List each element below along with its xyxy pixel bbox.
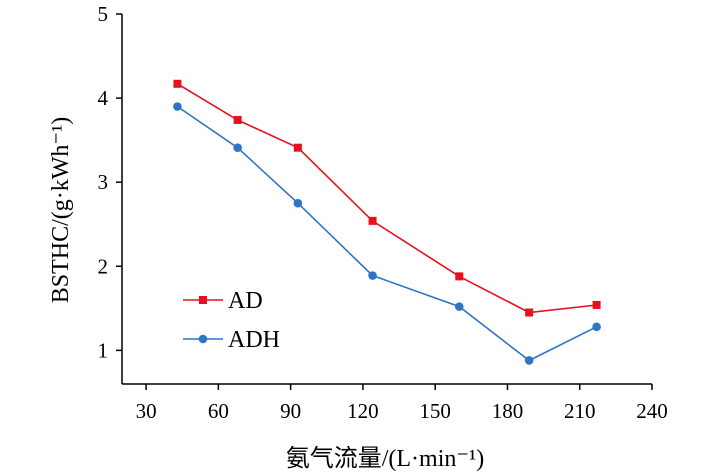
series-ad [173,79,601,317]
series-adh [173,102,601,365]
x-axis-title: 氨气流量/(L·min⁻¹) [286,445,485,472]
legend-swatch-marker [199,296,207,304]
y-tick-label: 2 [98,254,109,278]
data-point [293,143,302,152]
data-point [233,115,242,124]
x-tick-label: 180 [492,399,524,423]
series-layer [173,79,601,365]
legend-item-adh: ADH [183,327,280,353]
legend: AD ADH [183,288,280,353]
data-point [368,271,377,280]
legend-label: ADH [228,327,280,353]
legend-item-ad: AD [183,288,263,314]
data-point [454,302,464,311]
data-point [233,143,242,153]
x-tick-label: 30 [136,399,157,423]
y-tick-label: 5 [98,2,109,26]
data-point [592,300,601,309]
data-point [293,198,303,208]
y-axis-title: BSTHC/(g·kWh⁻¹) [48,117,74,304]
legend-swatch-marker [198,334,208,344]
x-axis-ticks: 30 60 90 120 150 180 210 240 [136,384,668,423]
y-tick-label: 4 [98,86,109,110]
data-point [455,272,464,281]
x-tick-label: 240 [636,399,668,423]
data-point [173,102,182,111]
x-tick-label: 210 [564,399,596,423]
y-tick-label: 1 [98,338,109,362]
x-tick-label: 120 [347,399,379,423]
data-point [592,322,601,332]
x-tick-label: 150 [419,399,451,423]
data-point [368,216,377,225]
x-tick-label: 90 [280,399,301,423]
x-tick-label: 60 [208,399,229,423]
axes [121,14,652,385]
y-axis-ticks: 1 2 3 4 5 [98,2,122,362]
data-point [173,79,182,88]
data-point [524,356,534,365]
y-tick-label: 3 [98,170,109,194]
legend-label: AD [228,288,263,314]
data-point [525,308,534,317]
